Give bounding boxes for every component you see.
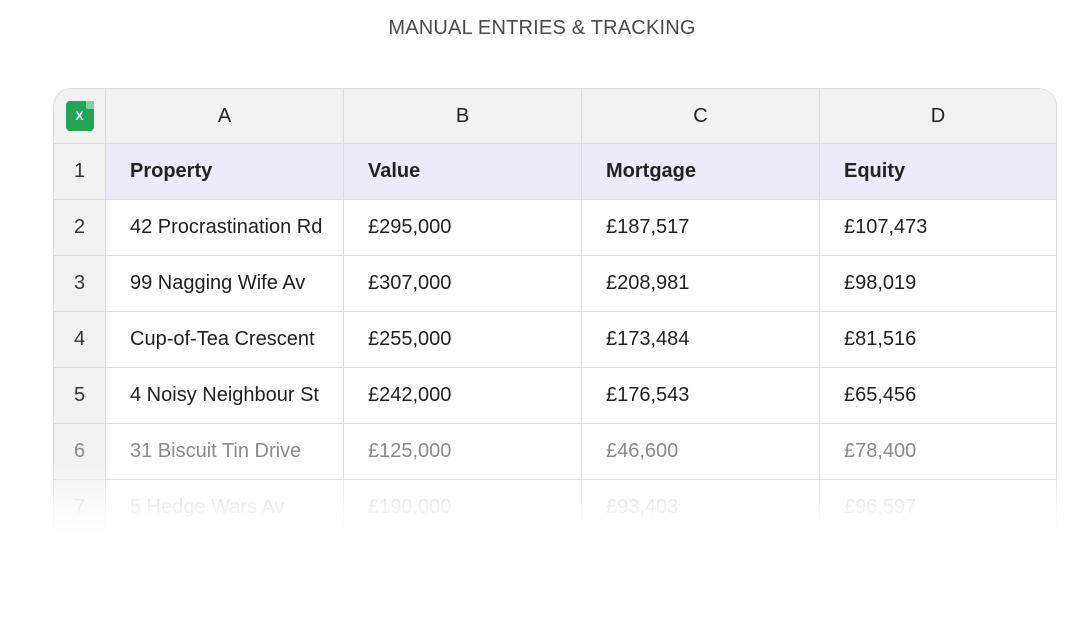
table-row: 6 31 Biscuit Tin Drive £125,000 £46,600 … bbox=[54, 424, 1056, 480]
column-header-a[interactable]: A bbox=[106, 89, 344, 143]
column-header-row: X A B C D bbox=[54, 89, 1056, 144]
row-number[interactable]: 6 bbox=[54, 424, 106, 479]
spreadsheet-container: X A B C D 1 Property Value Mortgage Equi… bbox=[53, 88, 1057, 536]
row-number[interactable]: 7 bbox=[54, 480, 106, 535]
table-header-row: 1 Property Value Mortgage Equity bbox=[54, 144, 1056, 200]
table-row: 4 Cup-of-Tea Crescent £255,000 £173,484 … bbox=[54, 312, 1056, 368]
cell-value[interactable]: £307,000 bbox=[344, 256, 582, 311]
cell-mortgage[interactable]: £46,600 bbox=[582, 424, 820, 479]
cell-value[interactable]: £255,000 bbox=[344, 312, 582, 367]
excel-icon-label: X bbox=[75, 109, 84, 123]
page-title: MANUAL ENTRIES & TRACKING bbox=[388, 17, 696, 39]
cell-equity[interactable]: £96,597 bbox=[844, 496, 917, 518]
cell-property[interactable]: 4 Noisy Neighbour St bbox=[106, 368, 344, 423]
row-number[interactable]: 3 bbox=[54, 256, 106, 311]
table-row: 3 99 Nagging Wife Av £307,000 £208,981 £… bbox=[54, 256, 1056, 312]
cell-value[interactable]: £242,000 bbox=[344, 368, 582, 423]
cell-property[interactable]: 5 Hedge Wars Av bbox=[106, 480, 344, 535]
table-row: 5 4 Noisy Neighbour St £242,000 £176,543… bbox=[54, 368, 1056, 424]
row-number[interactable]: 4 bbox=[54, 312, 106, 367]
row-number[interactable]: 1 bbox=[54, 144, 106, 199]
cell-property[interactable]: Cup-of-Tea Crescent bbox=[106, 312, 344, 367]
cell-mortgage[interactable]: £187,517 bbox=[582, 200, 820, 255]
cell-property[interactable]: 42 Procrastination Rd bbox=[106, 200, 344, 255]
cell-equity[interactable]: £65,456 bbox=[844, 384, 917, 406]
header-cell-property[interactable]: Property bbox=[106, 144, 344, 199]
cell-equity[interactable]: £78,400 bbox=[844, 440, 917, 462]
cell-equity[interactable]: £107,473 bbox=[844, 216, 928, 238]
row-number[interactable]: 2 bbox=[54, 200, 106, 255]
corner-cell: X bbox=[54, 89, 106, 143]
cell-property[interactable]: 31 Biscuit Tin Drive bbox=[106, 424, 344, 479]
column-header-d[interactable]: D bbox=[930, 104, 946, 127]
column-header-b[interactable]: B bbox=[344, 89, 582, 143]
cell-mortgage[interactable]: £208,981 bbox=[582, 256, 820, 311]
header-cell-equity[interactable]: Equity bbox=[820, 144, 1056, 199]
cell-property[interactable]: 99 Nagging Wife Av bbox=[106, 256, 344, 311]
cell-equity[interactable]: £81,516 bbox=[844, 328, 917, 350]
header-cell-value[interactable]: Value bbox=[344, 144, 582, 199]
cell-value[interactable]: £125,000 bbox=[344, 424, 582, 479]
row-number[interactable]: 5 bbox=[54, 368, 106, 423]
cell-mortgage[interactable]: £93,403 bbox=[582, 480, 820, 535]
cell-value[interactable]: £190,000 bbox=[344, 480, 582, 535]
column-header-c[interactable]: C bbox=[582, 89, 820, 143]
table-row: 2 42 Procrastination Rd £295,000 £187,51… bbox=[54, 200, 1056, 256]
cell-equity[interactable]: £98,019 bbox=[844, 272, 917, 294]
cell-value[interactable]: £295,000 bbox=[344, 200, 582, 255]
cell-mortgage[interactable]: £173,484 bbox=[582, 312, 820, 367]
header-cell-mortgage[interactable]: Mortgage bbox=[582, 144, 820, 199]
spreadsheet: X A B C D 1 Property Value Mortgage Equi… bbox=[53, 88, 1057, 536]
table-row: 7 5 Hedge Wars Av £190,000 £93,403 £96,5… bbox=[54, 480, 1056, 536]
excel-icon: X bbox=[65, 101, 94, 131]
cell-mortgage[interactable]: £176,543 bbox=[582, 368, 820, 423]
